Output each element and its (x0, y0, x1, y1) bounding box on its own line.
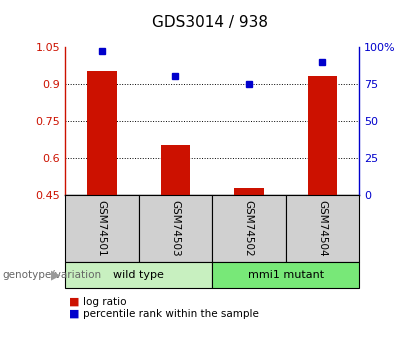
Text: ■: ■ (69, 297, 80, 307)
Text: GSM74504: GSM74504 (318, 200, 327, 257)
Text: GSM74501: GSM74501 (97, 200, 107, 257)
Text: ■: ■ (69, 309, 80, 319)
Text: ▶: ▶ (51, 269, 61, 282)
Bar (234, 188, 264, 195)
Text: GDS3014 / 938: GDS3014 / 938 (152, 15, 268, 30)
Text: percentile rank within the sample: percentile rank within the sample (83, 309, 259, 319)
Bar (87, 71, 117, 195)
Text: GSM74502: GSM74502 (244, 200, 254, 257)
Text: genotype/variation: genotype/variation (2, 270, 101, 280)
Text: log ratio: log ratio (83, 297, 126, 307)
Bar (161, 145, 190, 195)
Bar (307, 76, 337, 195)
Text: mmi1 mutant: mmi1 mutant (247, 270, 324, 280)
Text: GSM74503: GSM74503 (171, 200, 180, 257)
Text: wild type: wild type (113, 270, 164, 280)
